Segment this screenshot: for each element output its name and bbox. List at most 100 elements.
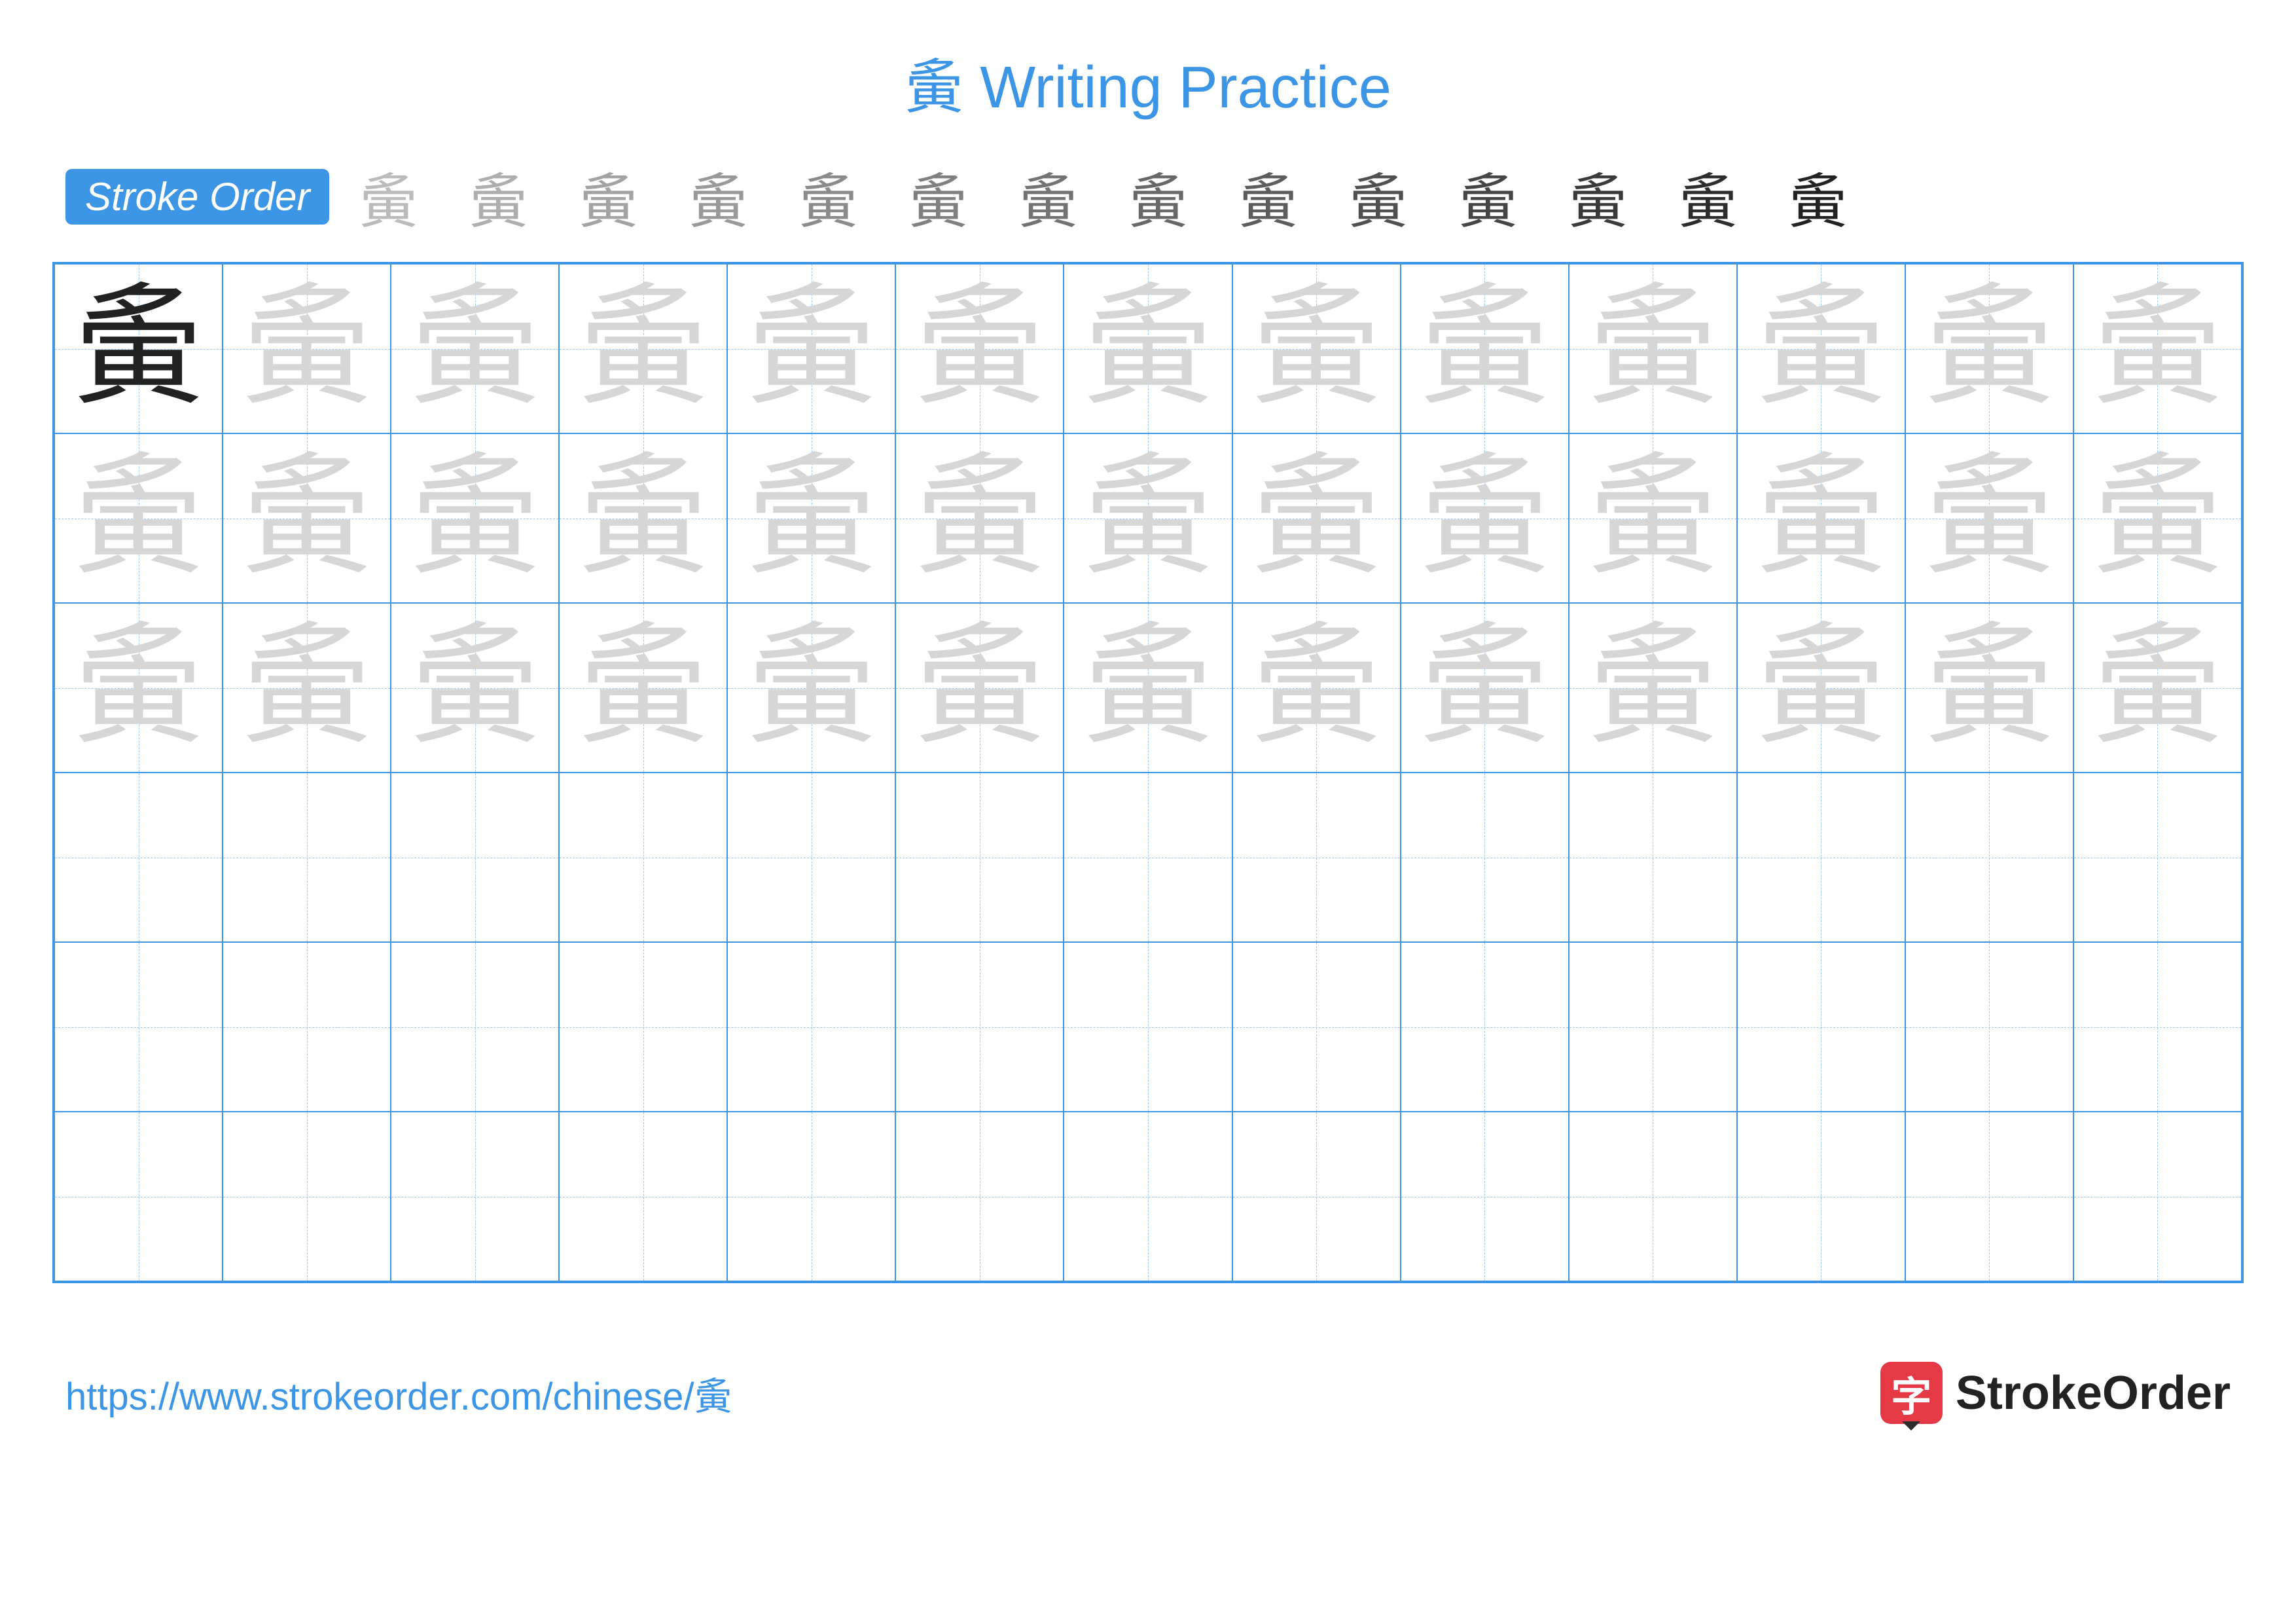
- trace-character: 夤: [1251, 623, 1382, 754]
- trace-character: 夤: [1083, 453, 1213, 584]
- stroke-order-row: Stroke Order 夤夤夤夤夤夤夤夤夤夤夤夤夤夤: [52, 157, 2244, 236]
- grid-cell: [54, 1112, 223, 1281]
- grid-cell: [1905, 773, 2073, 942]
- trace-character: 夤: [73, 453, 204, 584]
- brand-icon: 字: [1880, 1362, 1943, 1424]
- grid-cell: [223, 1112, 391, 1281]
- grid-cell: 夤: [2073, 603, 2242, 773]
- trace-character: 夤: [914, 453, 1045, 584]
- grid-cell: [1064, 1112, 1232, 1281]
- trace-character: 夤: [1419, 283, 1550, 414]
- grid-cell: [1569, 773, 1737, 942]
- grid-cell: [1737, 773, 1905, 942]
- grid-cell: [1905, 1112, 2073, 1281]
- grid-cell: 夤: [1737, 264, 1905, 433]
- grid-cell: 夤: [391, 603, 559, 773]
- trace-character: 夤: [746, 623, 877, 754]
- grid-cell: [559, 773, 727, 942]
- grid-cell: [1232, 942, 1401, 1112]
- grid-cell: 夤: [1569, 603, 1737, 773]
- grid-cell: 夤: [559, 433, 727, 603]
- grid-cell: 夤: [223, 433, 391, 603]
- trace-character: 夤: [1924, 283, 2054, 414]
- grid-cell: [1064, 773, 1232, 942]
- grid-cell: 夤: [1232, 603, 1401, 773]
- grid-cell: 夤: [1232, 433, 1401, 603]
- grid-cell: [2073, 773, 2242, 942]
- grid-cell: 夤: [1064, 603, 1232, 773]
- grid-cell: 夤: [223, 264, 391, 433]
- trace-character: 夤: [73, 623, 204, 754]
- grid-cell: 夤: [1401, 603, 1569, 773]
- trace-character: 夤: [73, 283, 204, 414]
- stroke-step: 夤: [1229, 157, 1307, 236]
- grid-cell: [727, 1112, 895, 1281]
- stroke-order-badge: Stroke Order: [65, 169, 329, 225]
- grid-cell: 夤: [1905, 603, 2073, 773]
- grid-cell: [1064, 942, 1232, 1112]
- grid-cell: 夤: [1064, 433, 1232, 603]
- grid-cell: [895, 1112, 1064, 1281]
- grid-cell: 夤: [727, 264, 895, 433]
- trace-character: 夤: [2092, 623, 2223, 754]
- grid-cell: [1569, 1112, 1737, 1281]
- grid-cell: 夤: [391, 433, 559, 603]
- trace-character: 夤: [1924, 623, 2054, 754]
- trace-character: 夤: [746, 453, 877, 584]
- stroke-step: 夤: [1668, 157, 1747, 236]
- grid-cell: 夤: [1737, 433, 1905, 603]
- trace-character: 夤: [242, 623, 372, 754]
- trace-character: 夤: [2092, 453, 2223, 584]
- grid-cell: [895, 942, 1064, 1112]
- grid-cell: [1401, 942, 1569, 1112]
- trace-character: 夤: [410, 283, 541, 414]
- trace-character: 夤: [914, 623, 1045, 754]
- grid-cell: [391, 1112, 559, 1281]
- trace-character: 夤: [1251, 453, 1382, 584]
- grid-cell: [559, 942, 727, 1112]
- grid-cell: [1232, 1112, 1401, 1281]
- grid-cell: 夤: [895, 603, 1064, 773]
- grid-cell: [223, 942, 391, 1112]
- stroke-step: 夤: [569, 157, 647, 236]
- footer: https://www.strokeorder.com/chinese/夤 字 …: [52, 1362, 2244, 1424]
- stroke-step: 夤: [789, 157, 867, 236]
- trace-character: 夤: [1419, 623, 1550, 754]
- stroke-step: 夤: [679, 157, 757, 236]
- grid-cell: [54, 773, 223, 942]
- trace-character: 夤: [1419, 453, 1550, 584]
- grid-cell: 夤: [2073, 264, 2242, 433]
- grid-cell: [1401, 773, 1569, 942]
- grid-cell: [1905, 942, 2073, 1112]
- page-title: 夤 Writing Practice: [52, 39, 2244, 124]
- grid-cell: 夤: [54, 433, 223, 603]
- grid-cell: [2073, 942, 2242, 1112]
- stroke-step: 夤: [1119, 157, 1197, 236]
- grid-cell: 夤: [1569, 433, 1737, 603]
- stroke-step: 夤: [1778, 157, 1857, 236]
- grid-cell: [2073, 1112, 2242, 1281]
- grid-cell: 夤: [559, 264, 727, 433]
- grid-cell: 夤: [1232, 264, 1401, 433]
- brand-text: StrokeOrder: [1956, 1366, 2231, 1420]
- grid-cell: 夤: [1905, 264, 2073, 433]
- grid-cell: [1737, 1112, 1905, 1281]
- stroke-step: 夤: [1338, 157, 1417, 236]
- grid-cell: [391, 773, 559, 942]
- grid-cell: [1569, 942, 1737, 1112]
- trace-character: 夤: [242, 283, 372, 414]
- grid-cell: 夤: [1401, 433, 1569, 603]
- grid-cell: 夤: [727, 603, 895, 773]
- brand-logo: 字 StrokeOrder: [1880, 1362, 2231, 1424]
- grid-cell: 夤: [391, 264, 559, 433]
- stroke-step: 夤: [1448, 157, 1527, 236]
- grid-cell: [1401, 1112, 1569, 1281]
- source-url: https://www.strokeorder.com/chinese/夤: [65, 1366, 732, 1421]
- trace-character: 夤: [410, 623, 541, 754]
- grid-cell: [727, 942, 895, 1112]
- trace-character: 夤: [914, 283, 1045, 414]
- trace-character: 夤: [242, 453, 372, 584]
- grid-cell: 夤: [1401, 264, 1569, 433]
- grid-cell: [895, 773, 1064, 942]
- grid-cell: [559, 1112, 727, 1281]
